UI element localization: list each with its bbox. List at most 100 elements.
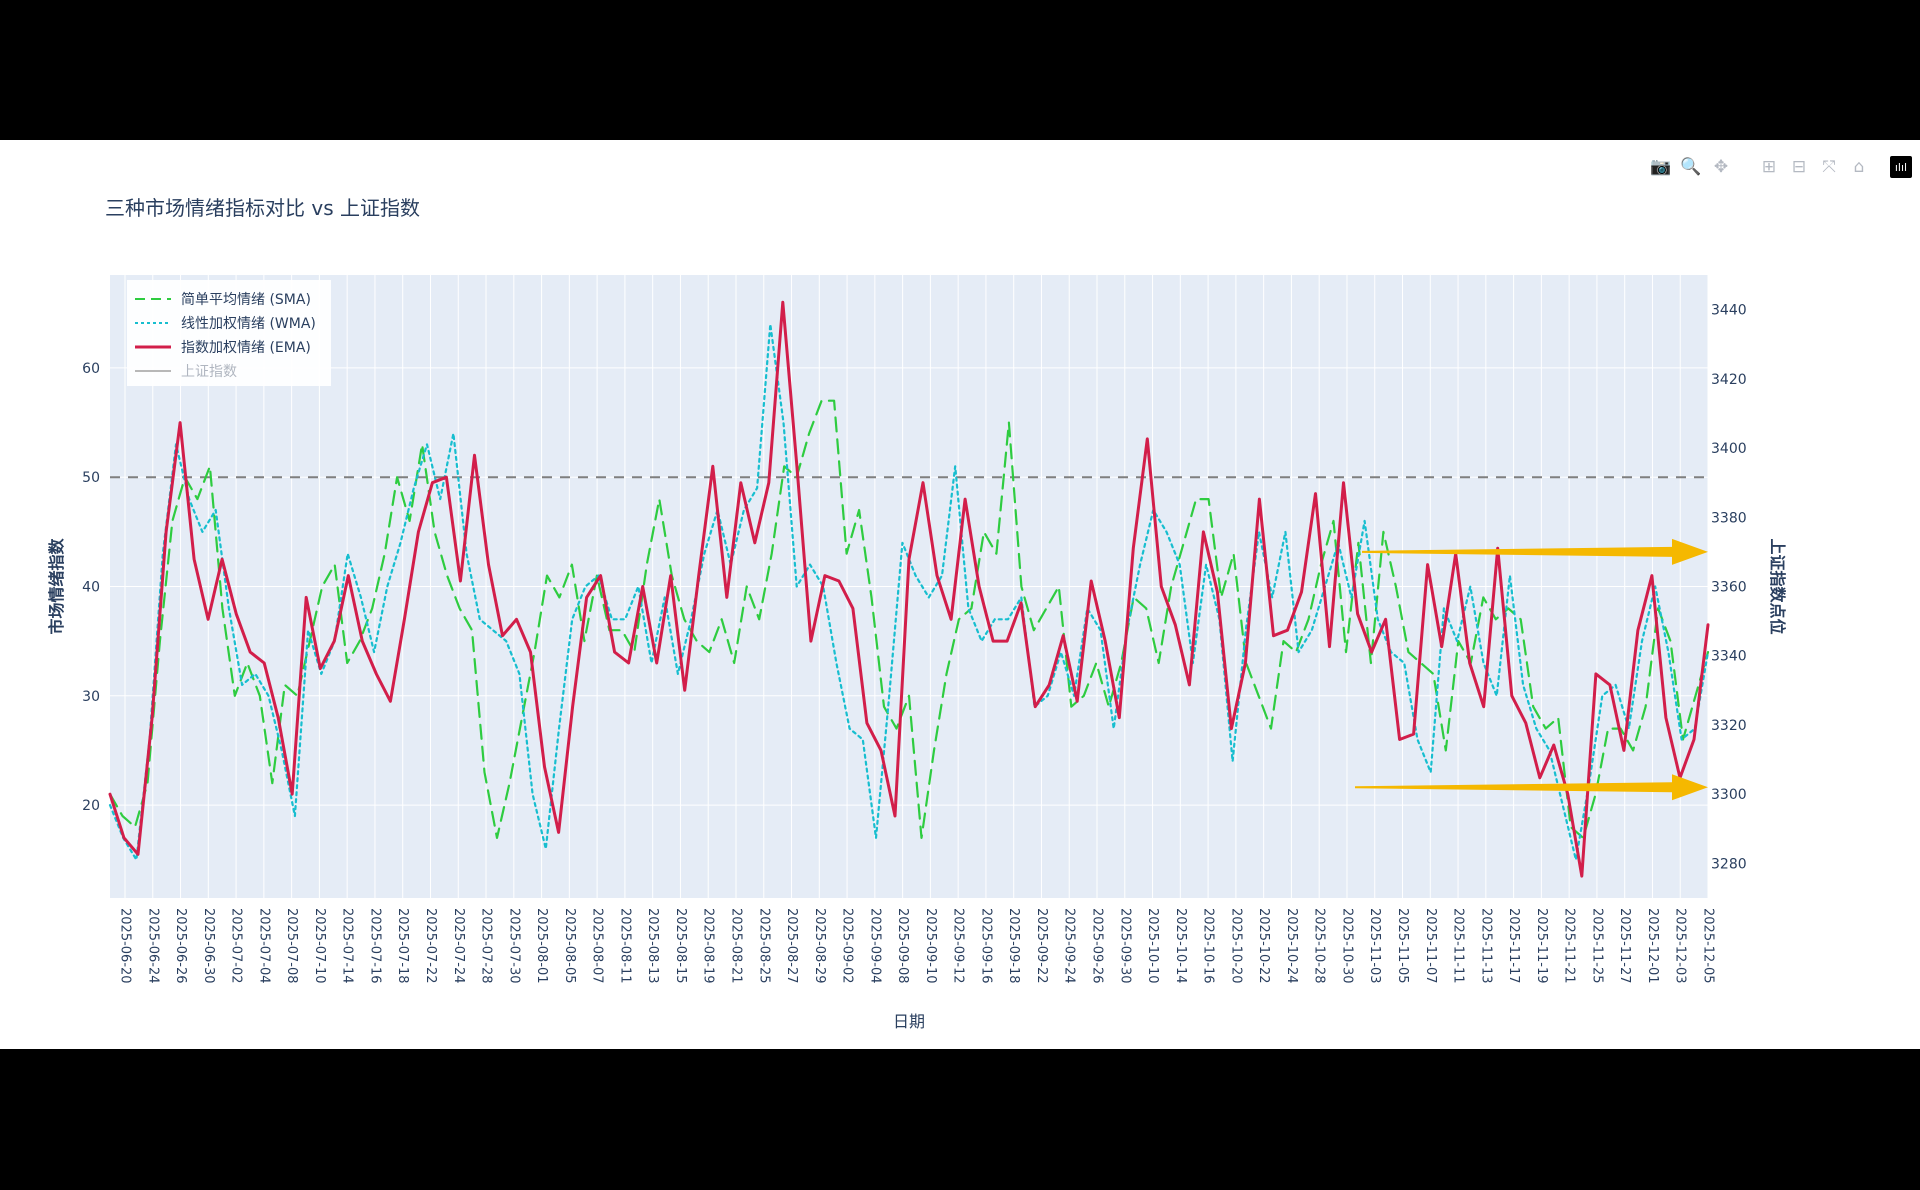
legend-item-sma[interactable]: 简单平均情绪 (SMA) bbox=[133, 288, 311, 310]
plotly-logo[interactable]: ılıl bbox=[1890, 156, 1912, 178]
x-tick-label: 2025-09-30 bbox=[1117, 908, 1132, 984]
camera-icon[interactable]: 📷 bbox=[1650, 156, 1672, 177]
x-tick-label: 2025-08-11 bbox=[617, 908, 632, 984]
x-tick-label: 2025-11-03 bbox=[1367, 908, 1382, 984]
pan-icon[interactable]: ✥ bbox=[1713, 156, 1729, 177]
x-tick-label: 2025-08-21 bbox=[728, 908, 743, 984]
y2-tick-label: 3320 bbox=[1711, 718, 1747, 734]
y2-tick-label: 3300 bbox=[1711, 787, 1747, 803]
x-tick-label: 2025-09-26 bbox=[1090, 908, 1105, 984]
x-tick-label: 2025-06-20 bbox=[118, 908, 133, 984]
x-tick-label: 2025-06-26 bbox=[173, 908, 188, 984]
x-tick-label: 2025-11-25 bbox=[1589, 908, 1604, 984]
x-tick-label: 2025-07-22 bbox=[423, 908, 438, 984]
y2-tick-label: 3360 bbox=[1711, 580, 1747, 596]
x-tick-label: 2025-07-10 bbox=[312, 908, 327, 984]
x-tick-label: 2025-12-05 bbox=[1701, 908, 1716, 984]
y-tick-label: 30 bbox=[82, 689, 100, 705]
legend-item-ema[interactable]: 指数加权情绪 (EMA) bbox=[133, 336, 311, 358]
autoscale-icon[interactable]: ⤧ bbox=[1822, 156, 1836, 177]
legend-label-index: 上证指数 bbox=[181, 364, 237, 380]
legend-item-wma[interactable]: 线性加权情绪 (WMA) bbox=[133, 312, 316, 334]
x-tick-label: 2025-06-24 bbox=[145, 908, 160, 984]
x-tick-label: 2025-09-10 bbox=[923, 908, 938, 984]
legend-label-wma: 线性加权情绪 (WMA) bbox=[181, 316, 316, 332]
x-tick-label: 2025-09-16 bbox=[978, 908, 993, 984]
x-tick-label: 2025-08-27 bbox=[784, 908, 799, 984]
y2-tick-label: 3420 bbox=[1711, 372, 1747, 388]
x-tick-label: 2025-11-07 bbox=[1423, 908, 1438, 984]
x-tick-label: 2025-09-12 bbox=[951, 908, 966, 984]
x-tick-label: 2025-07-08 bbox=[284, 908, 299, 984]
x-tick-label: 2025-10-14 bbox=[1173, 908, 1188, 984]
legend-swatch-ema bbox=[135, 345, 171, 349]
x-tick-label: 2025-09-08 bbox=[895, 908, 910, 984]
series-line-wma bbox=[108, 323, 1710, 861]
x-tick-label: 2025-08-07 bbox=[590, 908, 605, 984]
x-tick-label: 2025-07-30 bbox=[506, 908, 521, 984]
x-tick-label: 2025-11-21 bbox=[1562, 908, 1577, 984]
x-tick-label: 2025-08-01 bbox=[534, 908, 549, 984]
x-tick-label: 2025-10-24 bbox=[1284, 908, 1299, 984]
annotation-arrow bbox=[1355, 774, 1708, 801]
zoom-in-icon[interactable]: ⊞ bbox=[1761, 156, 1777, 177]
x-tick-label: 2025-12-03 bbox=[1673, 908, 1688, 984]
x-tick-label: 2025-10-16 bbox=[1201, 908, 1216, 984]
y-tick-label: 60 bbox=[82, 361, 100, 377]
y2-tick-label: 3340 bbox=[1711, 649, 1747, 665]
x-tick-label: 2025-08-19 bbox=[701, 908, 716, 984]
x-tick-label: 2025-09-02 bbox=[840, 908, 855, 984]
chart-panel: 📷 🔍 ✥ ⊞ ⊟ ⤧ ⌂ ılıl 三种市场情绪指标对比 vs 上证指数 2025-06-2… bbox=[0, 140, 1920, 1049]
x-tick-label: 2025-11-13 bbox=[1478, 908, 1493, 984]
x-tick-label: 2025-10-28 bbox=[1312, 908, 1327, 984]
x-tick-label: 2025-11-17 bbox=[1506, 908, 1521, 984]
modebar: 📷 🔍 ✥ ⊞ ⊟ ⤧ ⌂ ılıl bbox=[1648, 152, 1912, 182]
y-tick-label: 20 bbox=[82, 798, 100, 814]
x-tick-label: 2025-09-22 bbox=[1034, 908, 1049, 984]
x-tick-label: 2025-08-25 bbox=[756, 908, 771, 984]
legend-label-ema: 指数加权情绪 (EMA) bbox=[181, 340, 311, 356]
chart-canvas[interactable]: 2025-06-20 2025-06-24 2025-06-26 2025-06-30… bbox=[0, 140, 1920, 1049]
series-line-ema bbox=[108, 300, 1710, 878]
x-tick-label: 2025-10-20 bbox=[1228, 908, 1243, 984]
x-tick-label: 2025-07-16 bbox=[367, 908, 382, 984]
x-tick-label: 2025-08-13 bbox=[645, 908, 660, 984]
x-axis-title: 日期 bbox=[892, 1012, 925, 1031]
x-tick-label: 2025-07-14 bbox=[340, 908, 355, 984]
x-tick-label: 2025-09-18 bbox=[1006, 908, 1021, 984]
x-tick-label: 2025-08-29 bbox=[812, 908, 827, 984]
y2-tick-label: 3280 bbox=[1711, 856, 1747, 872]
x-tick-label: 2025-06-30 bbox=[201, 908, 216, 984]
x-tick-label: 2025-08-05 bbox=[562, 908, 577, 984]
x-tick-label: 2025-11-11 bbox=[1451, 908, 1466, 984]
x-tick-label: 2025-09-24 bbox=[1062, 908, 1077, 984]
x-tick-label: 2025-10-10 bbox=[1145, 908, 1160, 984]
legend-item-index[interactable]: 上证指数 bbox=[133, 360, 237, 382]
x-tick-label: 2025-10-30 bbox=[1339, 908, 1354, 984]
reset-axes-icon[interactable]: ⌂ bbox=[1853, 156, 1865, 177]
annotation-arrow bbox=[1362, 538, 1708, 565]
chart-title: 三种市场情绪指标对比 vs 上证指数 bbox=[105, 196, 420, 220]
x-tick-label: 2025-07-24 bbox=[451, 908, 466, 984]
y2-tick-label: 3440 bbox=[1711, 303, 1747, 319]
y-axis-title: 市场情绪指数 bbox=[47, 538, 66, 635]
x-tick-label: 2025-11-27 bbox=[1617, 908, 1632, 984]
legend-swatch-sma bbox=[135, 298, 171, 300]
legend-swatch-index bbox=[135, 370, 171, 372]
legend-swatch-wma bbox=[135, 322, 171, 324]
y2-tick-label: 3380 bbox=[1711, 510, 1747, 526]
series-line-sma bbox=[108, 399, 1710, 840]
legend: 简单平均情绪 (SMA) 线性加权情绪 (WMA) 指数加权情绪 (EMA) 上证指数 bbox=[127, 280, 331, 386]
zoom-out-icon[interactable]: ⊟ bbox=[1791, 156, 1807, 177]
x-tick-label: 2025-10-22 bbox=[1256, 908, 1271, 984]
x-tick-label: 2025-12-01 bbox=[1645, 908, 1660, 984]
y2-axis-title: 上证指数点位 bbox=[1768, 538, 1787, 634]
x-tick-label: 2025-07-02 bbox=[229, 908, 244, 984]
x-tick-label: 2025-09-04 bbox=[867, 908, 882, 984]
x-tick-label: 2025-07-04 bbox=[256, 908, 271, 984]
x-tick-label: 2025-08-15 bbox=[673, 908, 688, 984]
x-tick-label: 2025-07-28 bbox=[479, 908, 494, 984]
y-tick-label: 50 bbox=[82, 470, 100, 486]
y-tick-label: 40 bbox=[82, 580, 100, 596]
zoom-icon[interactable]: 🔍 bbox=[1680, 156, 1702, 177]
